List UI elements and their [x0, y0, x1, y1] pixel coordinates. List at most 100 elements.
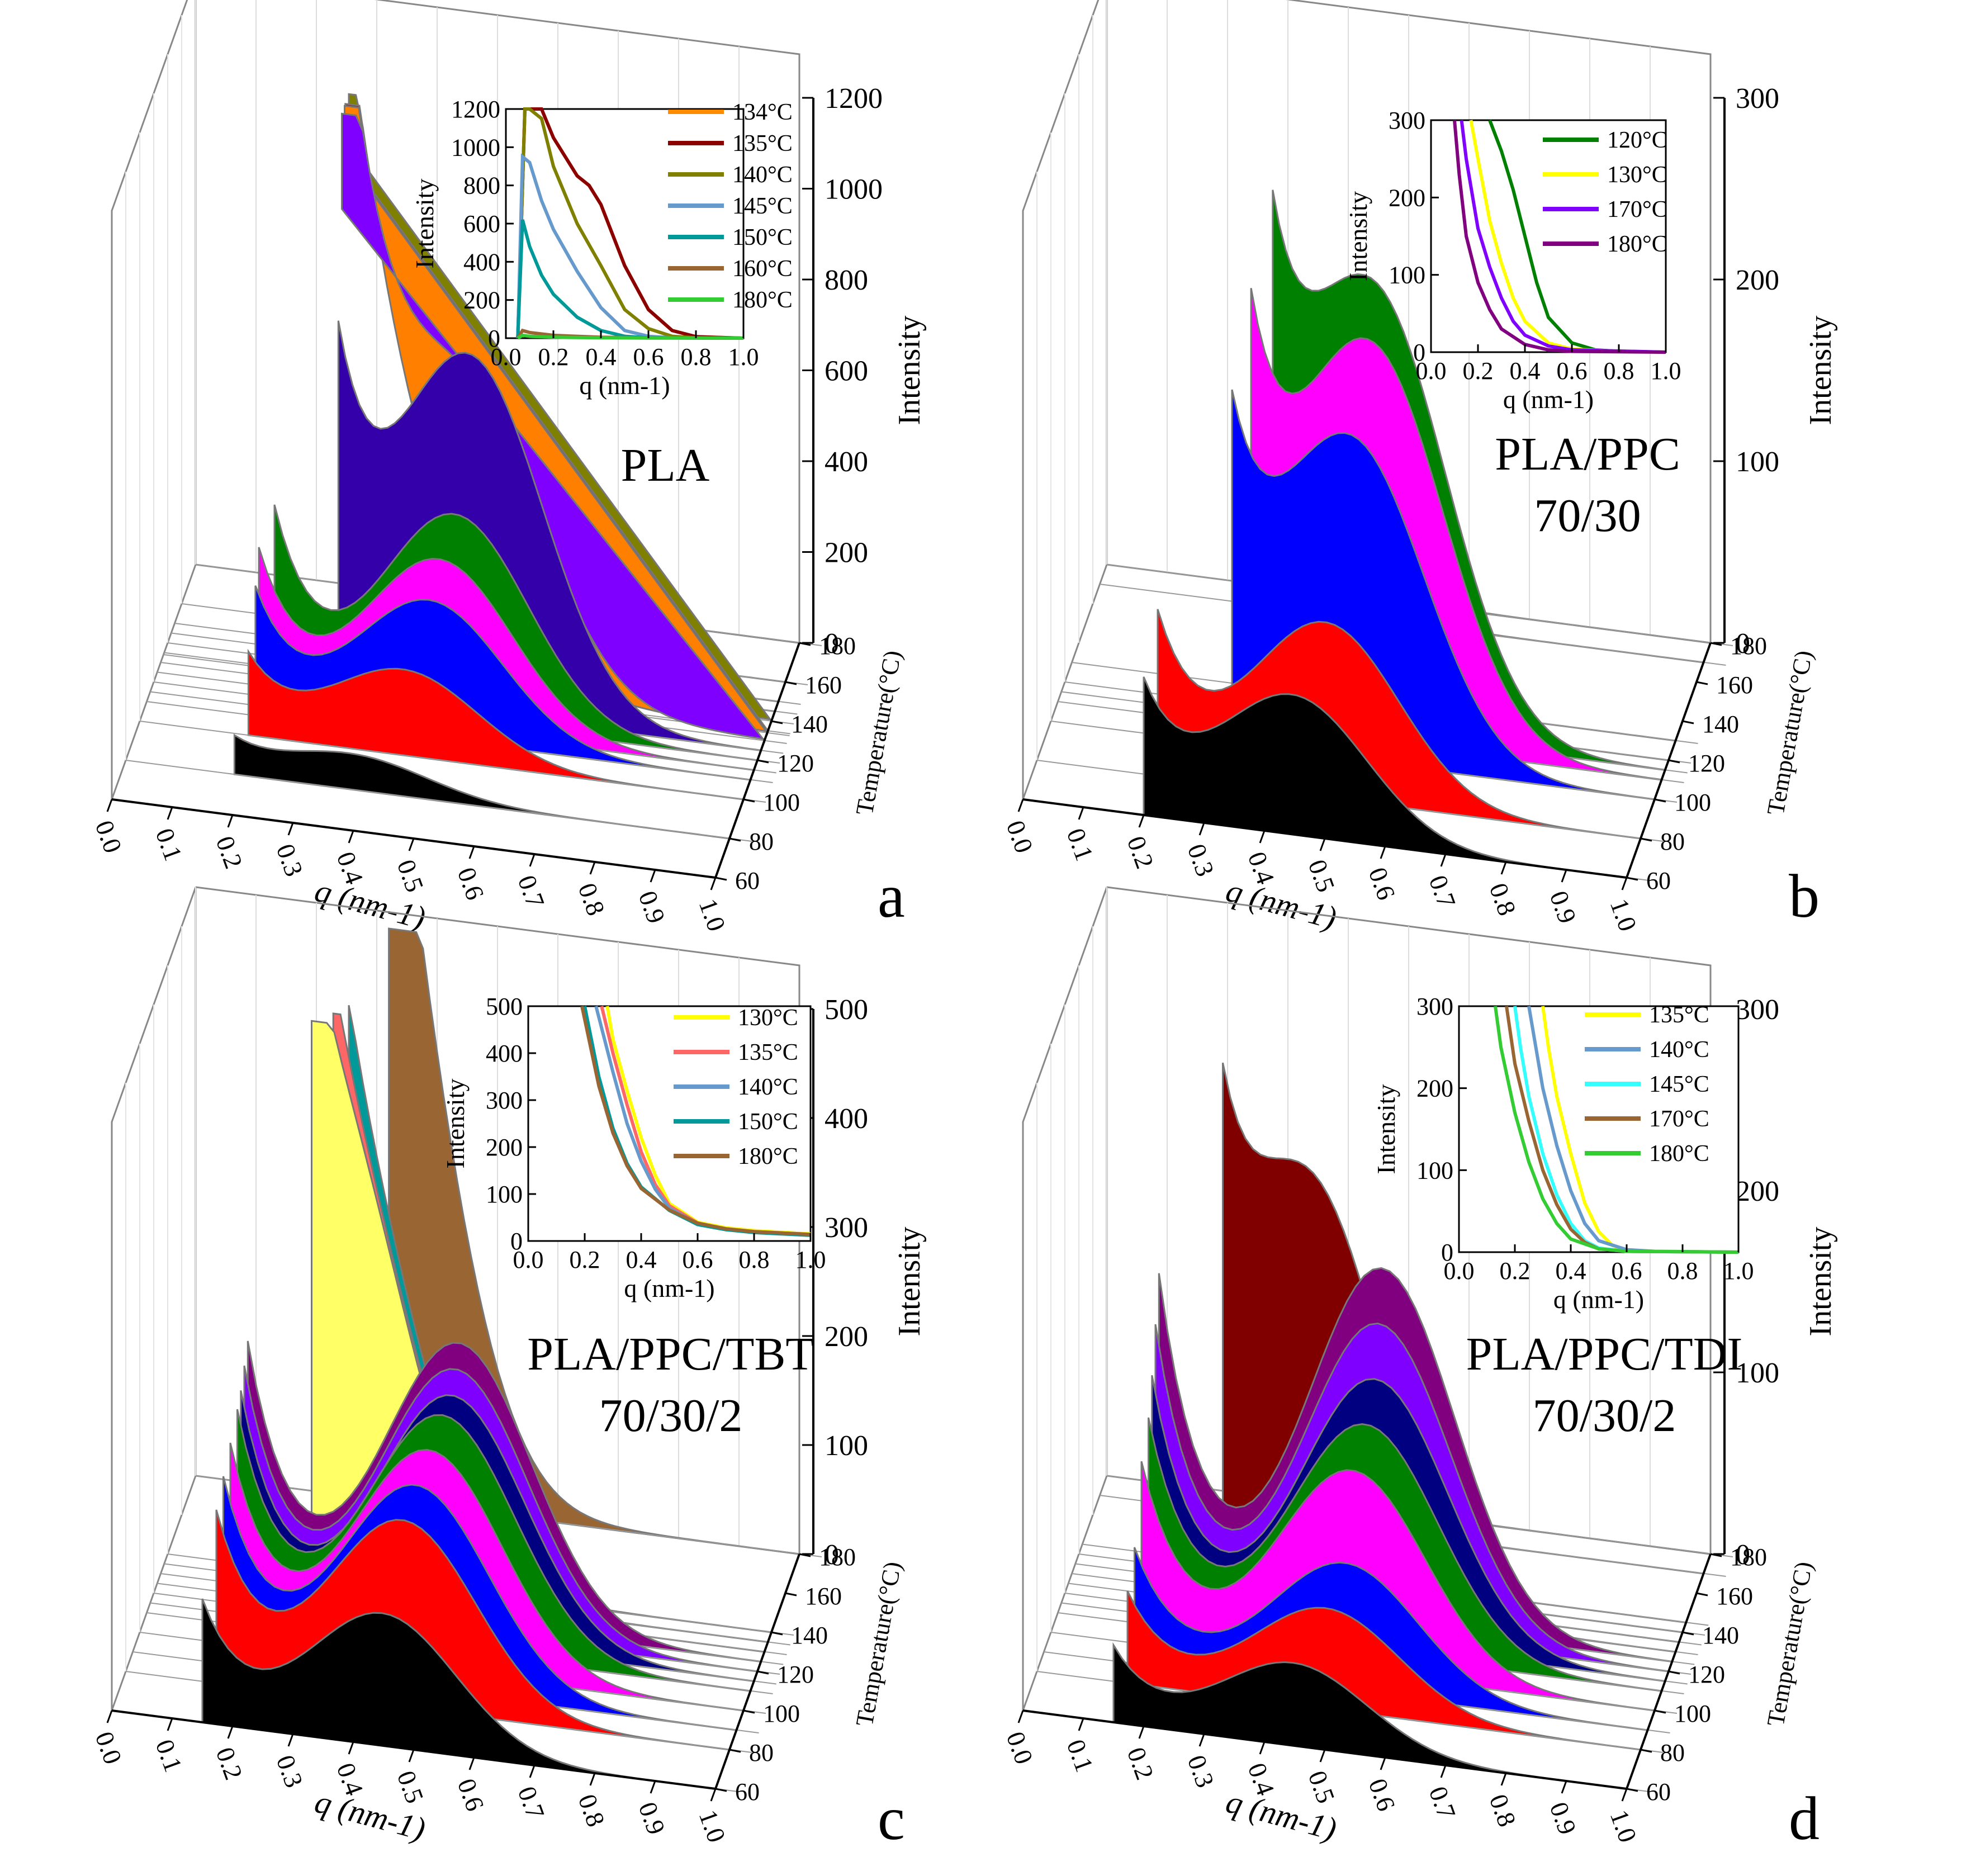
intensity-tick-label: 0: [825, 628, 839, 660]
intensity-tick-label: 400: [825, 1103, 868, 1135]
q-tick: [1380, 1757, 1386, 1770]
temperature-tick: [1668, 759, 1680, 764]
intensity-axis-label: Intensity: [1803, 1227, 1838, 1337]
legend-label: 140°C: [1649, 1037, 1709, 1063]
temperature-tick-label: 60: [735, 1778, 760, 1806]
inset-x-tick-label: 0.4: [626, 1246, 657, 1273]
inset-y-axis-label: Intensity: [1372, 1084, 1400, 1174]
temperature-tick-label: 60: [1646, 1778, 1671, 1806]
legend-label: 140°C: [738, 1074, 798, 1100]
temperature-tick-label: 100: [1674, 789, 1711, 816]
q-tick: [167, 1718, 173, 1731]
inset-y-tick-label: 500: [486, 993, 523, 1020]
q-tick: [1621, 1788, 1628, 1802]
intensity-tick-label: 400: [825, 446, 868, 478]
inset-x-axis-label: q (nm-1): [624, 1274, 714, 1302]
intensity-tick-label: 200: [825, 537, 868, 569]
inset-x-tick-label: 0.2: [570, 1246, 600, 1273]
inset-x-tick-label: 0.8: [1604, 357, 1634, 385]
q-tick: [106, 1710, 113, 1723]
legend-label: 130°C: [738, 1005, 798, 1031]
q-tick: [1319, 838, 1326, 851]
inset-y-tick-label: 400: [463, 248, 500, 276]
temperature-tick: [1640, 1749, 1652, 1753]
inset-y-axis-label: Intensity: [1344, 191, 1372, 281]
q-tick: [589, 861, 596, 875]
q-tick: [1017, 1710, 1024, 1723]
q-tick: [1017, 799, 1024, 812]
temperature-tick-label: 80: [1660, 1739, 1685, 1766]
temperature-tick: [799, 642, 811, 646]
inset-y-tick-label: 300: [1389, 107, 1425, 134]
temperature-tick: [1696, 681, 1708, 685]
temperature-tick-label: 60: [1646, 867, 1671, 894]
q-tick: [529, 1765, 536, 1778]
q-tick: [468, 846, 475, 859]
intensity-axis-label: Intensity: [892, 1227, 927, 1337]
inset-y-tick-label: 1200: [451, 96, 500, 123]
q-tick: [1621, 877, 1628, 890]
intensity-tick-label: 600: [825, 356, 868, 387]
sample-label-c: PLA/PPC/TBT: [527, 1328, 814, 1380]
inset-y-tick-label: 100: [486, 1181, 523, 1208]
legend-label: 180°C: [1607, 231, 1667, 257]
q-tick: [1078, 1718, 1084, 1731]
temperature-tick-label: 120: [777, 1661, 814, 1688]
inset-y-tick-label: 0: [1441, 1239, 1453, 1266]
q-tick: [529, 854, 536, 867]
temperature-tick: [1626, 877, 1638, 881]
inset-y-tick-label: 100: [1389, 262, 1425, 289]
inset-y-tick-label: 200: [463, 287, 500, 314]
q-tick: [1561, 1780, 1567, 1794]
temperature-tick: [757, 1670, 769, 1675]
q-tick: [1500, 1773, 1507, 1786]
q-tick: [710, 1788, 717, 1802]
temperature-tick-label: 80: [749, 1739, 774, 1766]
temperature-tick: [1668, 1670, 1680, 1675]
temperature-tick: [743, 1709, 755, 1714]
q-tick: [227, 1726, 234, 1739]
inset-series-line: [580, 1006, 811, 1237]
q-tick: [710, 877, 717, 890]
inset-x-tick-label: 0.6: [1557, 357, 1588, 385]
intensity-tick-label: 800: [825, 264, 868, 296]
intensity-tick-label: 0: [1736, 628, 1750, 660]
legend-label: 180°C: [738, 1144, 798, 1169]
q-tick: [408, 1749, 415, 1763]
intensity-tick-label: 100: [1736, 446, 1779, 478]
q-tick: [650, 869, 656, 883]
inset-x-tick-label: 0.0: [1444, 1257, 1475, 1285]
intensity-axis-label: Intensity: [1803, 316, 1838, 425]
inset-x-tick-label: 0.4: [1510, 357, 1541, 385]
intensity-tick-label: 1000: [825, 174, 883, 206]
q-tick: [167, 807, 173, 820]
inset-x-axis-label: q (nm-1): [579, 371, 670, 400]
legend-label: 130°C: [1607, 162, 1667, 188]
inset-x-tick-label: 0.6: [633, 343, 664, 371]
inset-y-axis-label: Intensity: [410, 179, 439, 269]
temperature-tick-label: 80: [1660, 828, 1685, 855]
q-tick: [287, 822, 294, 836]
legend-label: 145°C: [1649, 1072, 1709, 1097]
q-tick: [348, 830, 354, 844]
inset-x-tick-label: 0.2: [1463, 357, 1494, 385]
panel-b: 0.0 0.1 0.2 0.3 0.4 0.5 0.6 0.7 0.8 0.9 1.0q (nm-1…: [1001, 0, 1838, 936]
inset-x-tick-label: 0.8: [681, 343, 712, 371]
q-tick: [1259, 1741, 1266, 1755]
panel-letter-c: c: [878, 1784, 905, 1853]
temperature-tick: [1640, 837, 1652, 842]
q-tick: [287, 1733, 294, 1747]
temperature-tick-label: 100: [1674, 1700, 1711, 1727]
inset-y-tick-label: 600: [463, 210, 500, 238]
intensity-tick-label: 0: [1736, 1539, 1750, 1571]
temperature-tick: [785, 681, 797, 685]
legend-label: 170°C: [1649, 1106, 1709, 1132]
temperature-tick-label: 140: [1702, 1622, 1739, 1649]
panel-a: 0.0 0.1 0.2 0.3 0.4 0.5 0.6 0.7 0.8 0.9 1.0q (nm-1…: [90, 0, 927, 936]
temperature-tick-label: 180: [1730, 1543, 1767, 1571]
intensity-tick-label: 0: [825, 1539, 839, 1571]
temperature-tick-label: 120: [1688, 1661, 1725, 1688]
intensity-axis-label: Intensity: [892, 316, 927, 425]
inset-y-tick-label: 800: [463, 172, 500, 200]
legend-label: 135°C: [738, 1040, 798, 1065]
